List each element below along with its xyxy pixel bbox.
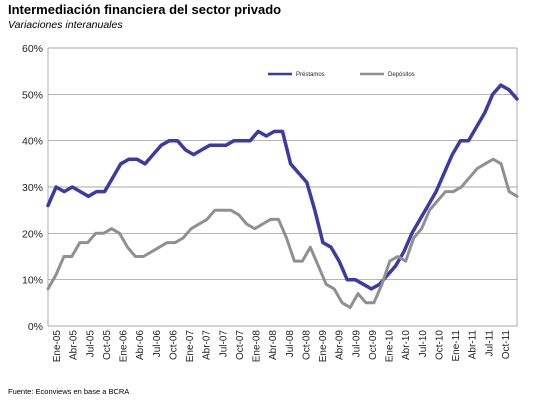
x-tick-label: Ene-11	[451, 330, 462, 362]
series-line-depositos	[46, 157, 519, 309]
x-tick-label: Jul-11	[484, 330, 495, 357]
line-chart: 0% 10% 20% 30% 40% 50% 60% Ene-05 Abr-05 Jul-05 O…	[22, 43, 519, 363]
x-tick-label: Oct-07	[235, 330, 246, 360]
source-note: Fuente: Econviews en base a BCRA	[8, 387, 130, 396]
x-tick-label: Oct-09	[368, 330, 379, 360]
x-tick-label: Oct-10	[434, 330, 445, 360]
x-tick-label: Ene-09	[318, 330, 329, 363]
x-tick-label: Oct-11	[501, 330, 512, 360]
x-tick-label: Abr-05	[69, 330, 80, 360]
x-tick-label: Abr-11	[468, 330, 479, 360]
y-tick-label: 30%	[22, 182, 43, 194]
y-axis: 0% 10% 20% 30% 40% 50% 60%	[22, 43, 43, 333]
x-tick-label: Oct-05	[102, 330, 113, 360]
x-tick-label: Ene-10	[385, 330, 396, 363]
y-tick-label: 10%	[22, 275, 43, 287]
x-tick-label: Abr-09	[335, 330, 346, 360]
x-tick-label: Ene-05	[52, 330, 63, 363]
x-tick-label: Jul-08	[285, 330, 296, 358]
legend: Préstamos Depósitos	[268, 72, 415, 78]
x-tick-label: Ene-07	[185, 330, 196, 363]
x-tick-label: Jul-10	[418, 330, 429, 358]
grid-lines	[47, 47, 518, 327]
x-tick-label: Jul-06	[152, 330, 163, 358]
x-tick-label: Abr-10	[401, 330, 412, 360]
x-tick-label: Jul-05	[85, 330, 96, 358]
x-tick-label: Abr-08	[268, 330, 279, 360]
legend-label-depositos: Depósitos	[388, 72, 415, 78]
series-lines	[46, 83, 519, 309]
chart-title: Intermediación financiera del sector pri…	[8, 2, 282, 17]
x-tick-label: Jul-09	[351, 330, 362, 358]
y-tick-label: 40%	[22, 136, 43, 148]
y-tick-label: 50%	[22, 89, 43, 101]
y-tick-label: 0%	[28, 321, 43, 333]
x-tick-label: Ene-06	[119, 330, 130, 363]
x-tick-label: Ene-08	[252, 330, 263, 363]
x-tick-label: Abr-06	[135, 330, 146, 360]
x-tick-label: Abr-07	[202, 330, 213, 360]
x-axis: Ene-05 Abr-05 Jul-05 Oct-05 Ene-06 Abr-06 Jul-…	[52, 330, 512, 363]
chart-subtitle: Variaciones interanuales	[8, 19, 123, 31]
y-tick-label: 60%	[22, 43, 43, 55]
x-tick-label: Jul-07	[218, 330, 229, 358]
x-tick-label: Oct-06	[168, 330, 179, 360]
legend-label-prestamos: Préstamos	[296, 72, 325, 78]
series-line-prestamos	[46, 83, 519, 291]
x-tick-label: Oct-08	[301, 330, 312, 360]
y-tick-label: 20%	[22, 228, 43, 240]
